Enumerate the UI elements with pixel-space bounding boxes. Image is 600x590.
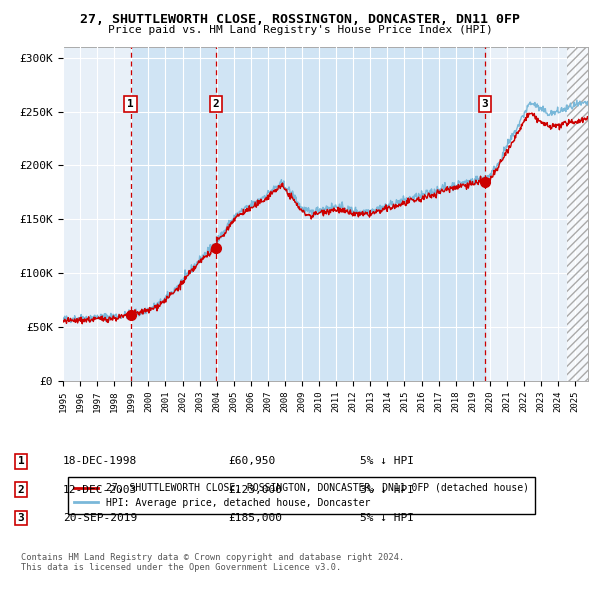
- Text: 2: 2: [212, 99, 219, 109]
- Text: 27, SHUTTLEWORTH CLOSE, ROSSINGTON, DONCASTER, DN11 0FP: 27, SHUTTLEWORTH CLOSE, ROSSINGTON, DONC…: [80, 13, 520, 26]
- Text: Price paid vs. HM Land Registry's House Price Index (HPI): Price paid vs. HM Land Registry's House …: [107, 25, 493, 35]
- Text: 12-DEC-2003: 12-DEC-2003: [63, 485, 137, 494]
- Text: £60,950: £60,950: [228, 457, 275, 466]
- Bar: [131, 47, 216, 381]
- Text: 5% ↓ HPI: 5% ↓ HPI: [360, 513, 414, 523]
- Text: 3: 3: [482, 99, 488, 109]
- Text: 3% ↓ HPI: 3% ↓ HPI: [360, 485, 414, 494]
- Text: 20-SEP-2019: 20-SEP-2019: [63, 513, 137, 523]
- Bar: [216, 47, 485, 381]
- Bar: [566, 47, 588, 381]
- Text: £185,000: £185,000: [228, 513, 282, 523]
- Legend: 27, SHUTTLEWORTH CLOSE, ROSSINGTON, DONCASTER, DN11 0FP (detached house), HPI: A: 27, SHUTTLEWORTH CLOSE, ROSSINGTON, DONC…: [68, 477, 535, 514]
- Text: 1: 1: [17, 457, 25, 466]
- Text: This data is licensed under the Open Government Licence v3.0.: This data is licensed under the Open Gov…: [21, 563, 341, 572]
- Text: Contains HM Land Registry data © Crown copyright and database right 2024.: Contains HM Land Registry data © Crown c…: [21, 553, 404, 562]
- Text: 2: 2: [17, 485, 25, 494]
- Bar: [566, 47, 588, 381]
- Text: 5% ↓ HPI: 5% ↓ HPI: [360, 457, 414, 466]
- Text: 1: 1: [127, 99, 134, 109]
- Text: 3: 3: [17, 513, 25, 523]
- Text: 18-DEC-1998: 18-DEC-1998: [63, 457, 137, 466]
- Text: £123,000: £123,000: [228, 485, 282, 494]
